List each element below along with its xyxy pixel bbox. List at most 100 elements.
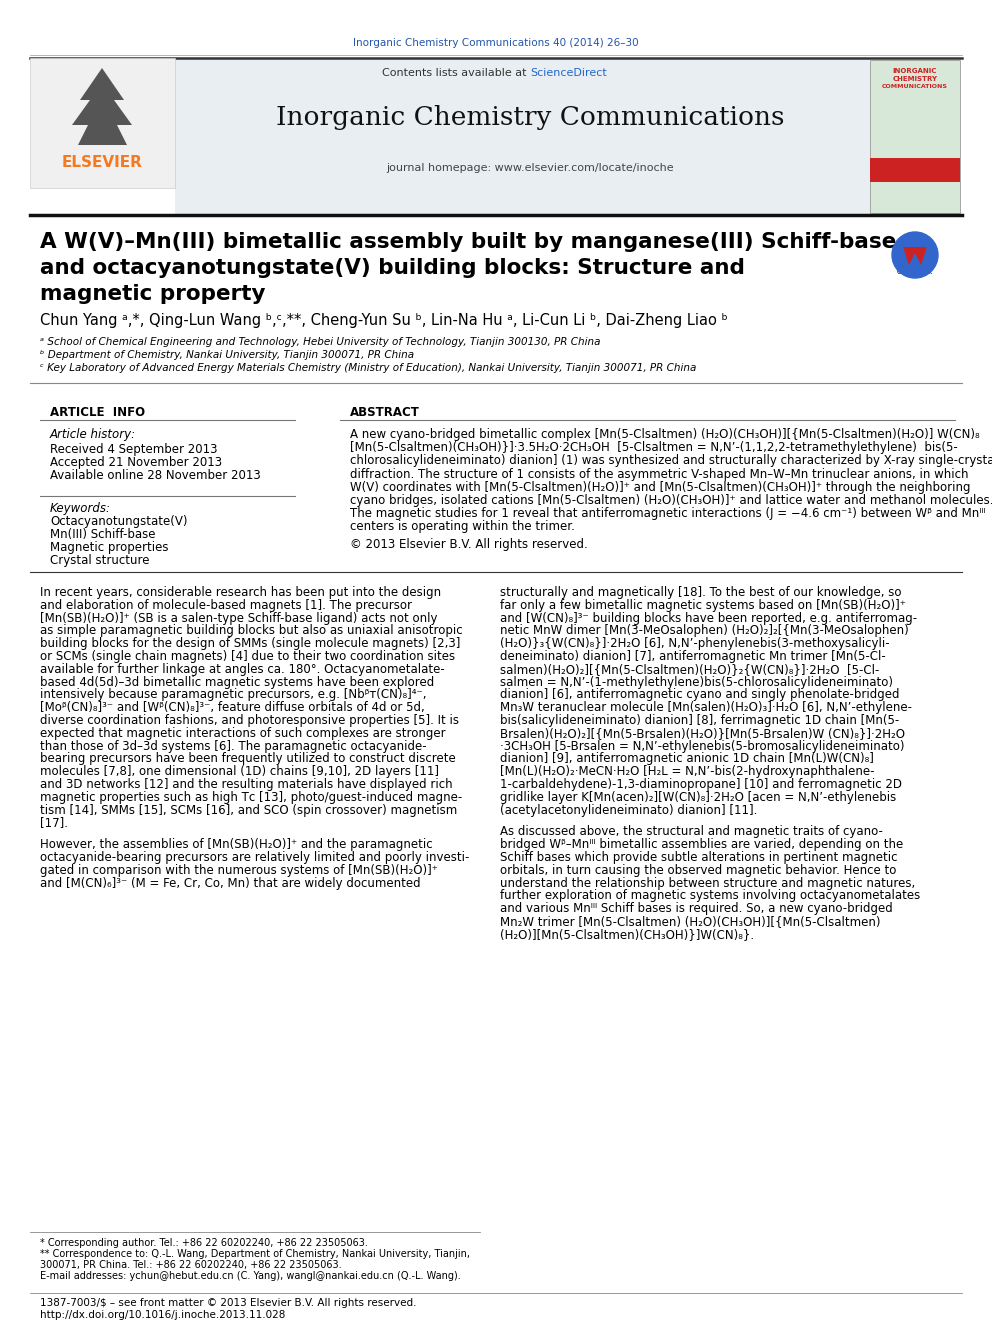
Text: ABSTRACT: ABSTRACT [350,406,420,419]
Text: and elaboration of molecule-based magnets [1]. The precursor: and elaboration of molecule-based magnet… [40,599,412,611]
Text: [Mn(5-Clsaltmen)(CH₃OH)}]·3.5H₂O·2CH₃OH  [5-Clsaltmen = N,N’-(1,1,2,2-tetramethy: [Mn(5-Clsaltmen)(CH₃OH)}]·3.5H₂O·2CH₃OH … [350,441,957,454]
Text: chlorosalicylideneiminato) dianion] (1) was synthesized and structurally charact: chlorosalicylideneiminato) dianion] (1) … [350,454,992,467]
Text: ᶜ Key Laboratory of Advanced Energy Materials Chemistry (Ministry of Education),: ᶜ Key Laboratory of Advanced Energy Mate… [40,363,696,373]
Text: molecules [7,8], one dimensional (1D) chains [9,10], 2D layers [11]: molecules [7,8], one dimensional (1D) ch… [40,765,439,778]
Text: dianion] [6], antiferromagnetic cyano and singly phenolate-bridged: dianion] [6], antiferromagnetic cyano an… [500,688,900,701]
Text: Magnetic properties: Magnetic properties [50,541,169,554]
Bar [870,157,960,183]
Text: intensively because paramagnetic precursors, e.g. [Nbᵝᴛ(CN)₈]⁴⁻,: intensively because paramagnetic precurs… [40,688,427,701]
Text: © 2013 Elsevier B.V. All rights reserved.: © 2013 Elsevier B.V. All rights reserved… [350,537,587,550]
Text: Inorganic Chemistry Communications: Inorganic Chemistry Communications [276,105,785,130]
Text: The magnetic studies for 1 reveal that antiferromagnetic interactions (J = −4.6 : The magnetic studies for 1 reveal that a… [350,507,986,520]
Text: tism [14], SMMs [15], SCMs [16], and SCO (spin crossover) magnetism: tism [14], SMMs [15], SCMs [16], and SCO… [40,803,457,816]
Text: ·3CH₃OH [5-Brsalen = N,N’-ethylenebis(5-bromosalicylideneiminato): ·3CH₃OH [5-Brsalen = N,N’-ethylenebis(5-… [500,740,905,753]
Text: Schiff bases which provide subtle alterations in pertinent magnetic: Schiff bases which provide subtle altera… [500,851,898,864]
Text: Article history:: Article history: [50,429,136,441]
Text: magnetic properties such as high Tᴄ [13], photo/guest-induced magne-: magnetic properties such as high Tᴄ [13]… [40,791,462,804]
Text: E-mail addresses: ychun@hebut.edu.cn (C. Yang), wangl@nankai.edu.cn (Q.-L. Wang): E-mail addresses: ychun@hebut.edu.cn (C.… [40,1271,460,1281]
Text: gridlike layer K[Mn(acen)₂][W(CN)₈]·2H₂O [acen = N,N’-ethylenebis: gridlike layer K[Mn(acen)₂][W(CN)₈]·2H₂O… [500,791,896,804]
Text: Mn₃W teranuclear molecule [Mn(salen)(H₂O)₃]·H₂O [6], N,N’-ethylene-: Mn₃W teranuclear molecule [Mn(salen)(H₂O… [500,701,912,714]
Text: or SCMs (single chain magnets) [4] due to their two coordination sites: or SCMs (single chain magnets) [4] due t… [40,650,455,663]
Text: and various Mnᴵᴵᴵ Schiff bases is required. So, a new cyano-bridged: and various Mnᴵᴵᴵ Schiff bases is requir… [500,902,893,916]
Text: orbitals, in turn causing the observed magnetic behavior. Hence to: orbitals, in turn causing the observed m… [500,864,897,877]
Text: Mn₂W trimer [Mn(5-Clsaltmen) (H₂O)(CH₃OH)][{Mn(5-Clsaltmen): Mn₂W trimer [Mn(5-Clsaltmen) (H₂O)(CH₃OH… [500,916,881,927]
Text: bis(salicylideneiminato) dianion] [8], ferrimagnetic 1D chain [Mn(5-: bis(salicylideneiminato) dianion] [8], f… [500,714,900,728]
Polygon shape [72,67,132,146]
Text: octacyanide-bearing precursors are relatively limited and poorly investi-: octacyanide-bearing precursors are relat… [40,851,469,864]
Text: W(V) coordinates with [Mn(5-Clsaltmen)(H₂O)]⁺ and [Mn(5-Clsaltmen)(CH₃OH)]⁺ thro: W(V) coordinates with [Mn(5-Clsaltmen)(H… [350,480,970,493]
Text: Contents lists available at: Contents lists available at [382,67,530,78]
Text: understand the relationship between structure and magnetic natures,: understand the relationship between stru… [500,877,916,889]
Text: [Mn(L)(H₂O)₂·MeCN·H₂O [H₂L = N,N’-bis(2-hydroxynaphthalene-: [Mn(L)(H₂O)₂·MeCN·H₂O [H₂L = N,N’-bis(2-… [500,765,875,778]
Text: Octacyanotungstate(V): Octacyanotungstate(V) [50,515,187,528]
Text: * Corresponding author. Tel.: +86 22 60202240, +86 22 23505063.: * Corresponding author. Tel.: +86 22 602… [40,1238,368,1248]
Text: magnetic property: magnetic property [40,284,266,304]
Text: ** Correspondence to: Q.-L. Wang, Department of Chemistry, Nankai University, Ti: ** Correspondence to: Q.-L. Wang, Depart… [40,1249,470,1259]
Text: further exploration of magnetic systems involving octacyanometalates: further exploration of magnetic systems … [500,889,921,902]
Text: salmen = N,N’-(1-methylethylene)bis(5-chlorosalicylideneiminato): salmen = N,N’-(1-methylethylene)bis(5-ch… [500,676,893,688]
Text: 1-carbaldehydene)-1,3-diaminopropane] [10] and ferromagnetic 2D: 1-carbaldehydene)-1,3-diaminopropane] [1… [500,778,902,791]
Text: far only a few bimetallic magnetic systems based on [Mn(SB)(H₂O)]⁺: far only a few bimetallic magnetic syste… [500,599,906,611]
Polygon shape [903,247,927,265]
Text: and [W(CN)₈]³⁻ building blocks have been reported, e.g. antiferromag-: and [W(CN)₈]³⁻ building blocks have been… [500,611,918,624]
Text: ELSEVIER: ELSEVIER [62,155,143,169]
Text: INORGANIC: INORGANIC [893,67,937,74]
Text: deneiminato) dianion] [7], antiferromagnetic Mn trimer [Mn(5-Cl-: deneiminato) dianion] [7], antiferromagn… [500,650,886,663]
Text: dianion] [9], antiferromagnetic anionic 1D chain [Mn(L)W(CN)₈]: dianion] [9], antiferromagnetic anionic … [500,753,874,766]
Text: centers is operating within the trimer.: centers is operating within the trimer. [350,520,575,533]
Text: Brsalen)(H₂O)₂][{Mn(5-Brsalen)(H₂O)}[Mn(5-Brsalen)W (CN)₈}]·2H₂O: Brsalen)(H₂O)₂][{Mn(5-Brsalen)(H₂O)}[Mn(… [500,726,905,740]
Text: structurally and magnetically [18]. To the best of our knowledge, so: structurally and magnetically [18]. To t… [500,586,902,599]
Text: available for further linkage at angles ca. 180°. Octacyanometalate-: available for further linkage at angles … [40,663,444,676]
Text: Available online 28 November 2013: Available online 28 November 2013 [50,468,261,482]
Text: However, the assemblies of [Mn(SB)(H₂O)]⁺ and the paramagnetic: However, the assemblies of [Mn(SB)(H₂O)]… [40,839,433,851]
Text: 1387-7003/$ – see front matter © 2013 Elsevier B.V. All rights reserved.: 1387-7003/$ – see front matter © 2013 El… [40,1298,417,1308]
Text: (acetylacetonylideneiminato) dianion] [11].: (acetylacetonylideneiminato) dianion] [1… [500,803,757,816]
Text: In recent years, considerable research has been put into the design: In recent years, considerable research h… [40,586,441,599]
Text: As discussed above, the structural and magnetic traits of cyano-: As discussed above, the structural and m… [500,826,883,839]
Circle shape [892,232,938,278]
Text: expected that magnetic interactions of such complexes are stronger: expected that magnetic interactions of s… [40,726,445,740]
Text: and 3D networks [12] and the resulting materials have displayed rich: and 3D networks [12] and the resulting m… [40,778,452,791]
Text: 300071, PR China. Tel.: +86 22 60202240, +86 22 23505063.: 300071, PR China. Tel.: +86 22 60202240,… [40,1259,341,1270]
Text: [Moᵝ(CN)₈]³⁻ and [Wᵝ(CN)₈]³⁻, feature diffuse orbitals of 4d or 5d,: [Moᵝ(CN)₈]³⁻ and [Wᵝ(CN)₈]³⁻, feature di… [40,701,425,714]
Text: bearing precursors have been frequently utilized to construct discrete: bearing precursors have been frequently … [40,753,455,766]
Text: Mn(III) Schiff-base: Mn(III) Schiff-base [50,528,156,541]
Text: A W(V)–Mn(III) bimetallic assembly built by manganese(III) Schiff-base: A W(V)–Mn(III) bimetallic assembly built… [40,232,897,251]
Text: Crystal structure: Crystal structure [50,554,150,568]
Text: building blocks for the design of SMMs (single molecule magnets) [2,3]: building blocks for the design of SMMs (… [40,638,460,650]
Text: and octacyanotungstate(V) building blocks: Structure and: and octacyanotungstate(V) building block… [40,258,745,278]
Text: [17].: [17]. [40,816,68,830]
Text: Keywords:: Keywords: [50,501,111,515]
Text: bridged Wᵝ–Mnᴵᴵᴵ bimetallic assemblies are varied, depending on the: bridged Wᵝ–Mnᴵᴵᴵ bimetallic assemblies a… [500,839,904,851]
Text: [Mn(SB)(H₂O)]⁺ (SB is a salen-type Schiff-base ligand) acts not only: [Mn(SB)(H₂O)]⁺ (SB is a salen-type Schif… [40,611,437,624]
Bar [870,60,960,213]
Text: http://dx.doi.org/10.1016/j.inoche.2013.11.028: http://dx.doi.org/10.1016/j.inoche.2013.… [40,1310,286,1320]
Text: diverse coordination fashions, and photoresponsive properties [5]. It is: diverse coordination fashions, and photo… [40,714,459,728]
Text: netic MnW dimer [Mn(3-MeOsalophen) (H₂O)₂]₂[{Mn(3-MeOsalophen): netic MnW dimer [Mn(3-MeOsalophen) (H₂O)… [500,624,909,638]
Text: gated in comparison with the numerous systems of [Mn(SB)(H₂O)]⁺: gated in comparison with the numerous sy… [40,864,437,877]
Text: COMMUNICATIONS: COMMUNICATIONS [882,83,948,89]
Text: CrossMark: CrossMark [897,269,933,275]
Text: diffraction. The structure of 1 consists of the asymmetric V-shaped Mn–W–Mn trin: diffraction. The structure of 1 consists… [350,467,968,480]
Text: Chun Yang ᵃ,*, Qing-Lun Wang ᵇ,ᶜ,**, Cheng-Yun Su ᵇ, Lin-Na Hu ᵃ, Li-Cun Li ᵇ, D: Chun Yang ᵃ,*, Qing-Lun Wang ᵇ,ᶜ,**, Che… [40,314,728,328]
Text: Inorganic Chemistry Communications 40 (2014) 26–30: Inorganic Chemistry Communications 40 (2… [353,38,639,48]
Text: ᵇ Department of Chemistry, Nankai University, Tianjin 300071, PR China: ᵇ Department of Chemistry, Nankai Univer… [40,351,414,360]
Text: based 4d(5d)–3d bimetallic magnetic systems have been explored: based 4d(5d)–3d bimetallic magnetic syst… [40,676,434,688]
Bar [175,58,870,216]
Text: A new cyano-bridged bimetallic complex [Mn(5-Clsaltmen) (H₂O)(CH₃OH)][{Mn(5-Clsa: A new cyano-bridged bimetallic complex [… [350,429,980,441]
Text: ARTICLE  INFO: ARTICLE INFO [50,406,145,419]
Text: (H₂O)][Mn(5-Clsaltmen)(CH₃OH)}]W(CN)₈}.: (H₂O)][Mn(5-Clsaltmen)(CH₃OH)}]W(CN)₈}. [500,927,754,941]
Bar [30,58,175,188]
Text: journal homepage: www.elsevier.com/locate/inoche: journal homepage: www.elsevier.com/locat… [386,163,674,173]
Text: Received 4 September 2013: Received 4 September 2013 [50,443,217,456]
Text: than those of 3d–3d systems [6]. The paramagnetic octacyanide-: than those of 3d–3d systems [6]. The par… [40,740,427,753]
Text: salmen)(H₂O)₂][{Mn(5-Clsaltmen)(H₂O)}₂{W(CN)₈}]·2H₂O  [5-Cl-: salmen)(H₂O)₂][{Mn(5-Clsaltmen)(H₂O)}₂{W… [500,663,879,676]
Text: and [M(CN)₆]³⁻ (M = Fe, Cr, Co, Mn) that are widely documented: and [M(CN)₆]³⁻ (M = Fe, Cr, Co, Mn) that… [40,877,421,889]
Text: ScienceDirect: ScienceDirect [530,67,607,78]
Text: ᵃ School of Chemical Engineering and Technology, Hebei University of Technology,: ᵃ School of Chemical Engineering and Tec… [40,337,600,347]
Text: cyano bridges, isolated cations [Mn(5-Clsaltmen) (H₂O)(CH₃OH)]⁺ and lattice wate: cyano bridges, isolated cations [Mn(5-Cl… [350,493,992,507]
Text: CHEMISTRY: CHEMISTRY [893,75,937,82]
Text: (H₂O)}₃{W(CN)₈}]·2H₂O [6], N,N’-phenylenebis(3-methoxysalicyli-: (H₂O)}₃{W(CN)₈}]·2H₂O [6], N,N’-phenylen… [500,638,890,650]
Text: as simple paramagnetic building blocks but also as uniaxial anisotropic: as simple paramagnetic building blocks b… [40,624,462,638]
Text: Accepted 21 November 2013: Accepted 21 November 2013 [50,456,222,468]
